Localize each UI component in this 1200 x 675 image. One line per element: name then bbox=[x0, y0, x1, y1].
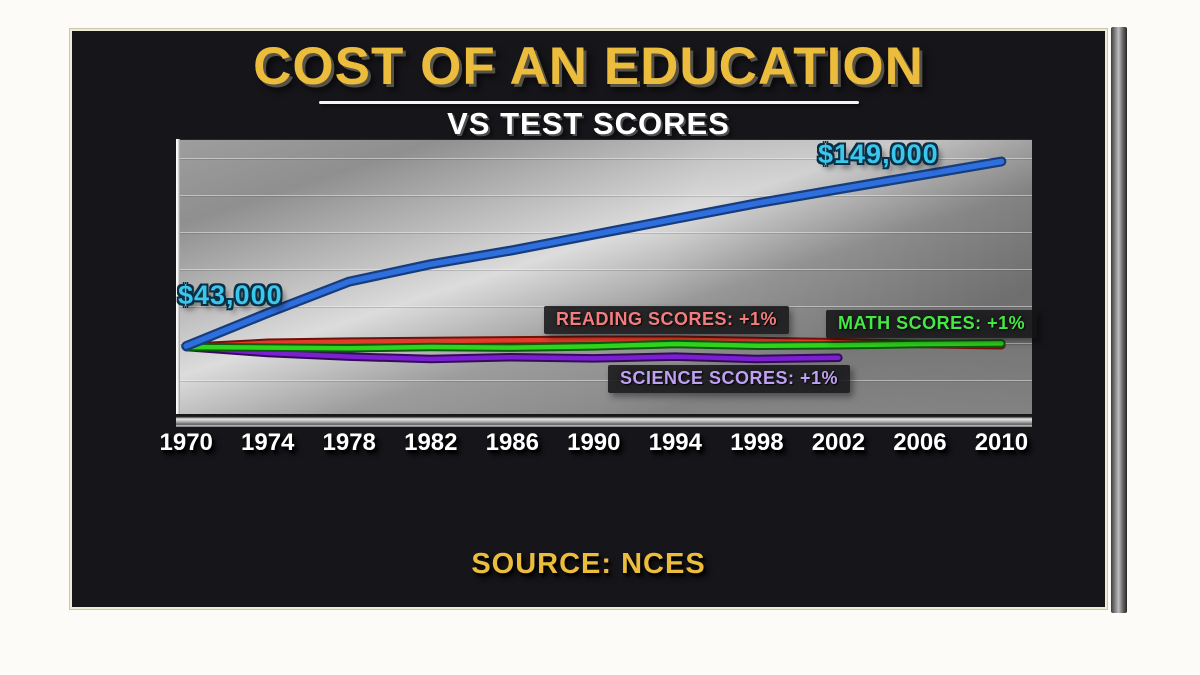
series-line-math-scores bbox=[183, 341, 1004, 351]
science-scores-label: SCIENCE SCORES: +1% bbox=[608, 365, 851, 393]
x-axis-year-label: 1970 bbox=[159, 429, 213, 456]
title-underline bbox=[318, 101, 859, 104]
plot-chrome-base bbox=[176, 414, 1032, 427]
x-axis-year-label: 2006 bbox=[893, 429, 947, 456]
x-axis-year-label: 1990 bbox=[567, 429, 621, 456]
chart-area: $43,000 $149,000 READING SCORES: +1% MAT… bbox=[176, 139, 1038, 427]
page-subtitle: VS TEST SCORES bbox=[447, 106, 730, 141]
x-axis-year-label: 1974 bbox=[240, 429, 295, 456]
x-axis-labels: 1970 1974 1978 1982 1986 1990 1994 1998 2002 2006… bbox=[159, 429, 1032, 459]
x-axis-year-label: 1998 bbox=[730, 429, 784, 456]
math-scores-label: MATH SCORES: +1% bbox=[826, 310, 1038, 338]
series-line-cost-of-education bbox=[183, 158, 1005, 349]
cost-end-annotation: $149,000 bbox=[818, 139, 939, 169]
series-line-science-scores bbox=[183, 344, 841, 362]
source-credit: SOURCE: NCES bbox=[471, 548, 706, 580]
cost-start-annotation: $43,000 bbox=[178, 280, 283, 310]
x-axis-year-label: 1986 bbox=[485, 429, 539, 456]
chart-lines-svg bbox=[181, 156, 1007, 364]
plot-left-edge bbox=[176, 139, 180, 427]
x-axis-year-label: 1978 bbox=[322, 429, 376, 456]
page-edge-bar bbox=[1111, 27, 1127, 613]
x-axis-year-label: 1982 bbox=[404, 429, 458, 456]
x-axis-year-label: 1994 bbox=[648, 429, 702, 456]
x-axis-year-label: 2002 bbox=[811, 429, 866, 456]
chart-panel: COST OF AN EDUCATION VS TEST SCORES $43,… bbox=[70, 29, 1107, 609]
reading-scores-label: READING SCORES: +1% bbox=[544, 306, 790, 334]
page-title: COST OF AN EDUCATION bbox=[253, 37, 924, 96]
x-axis-year-label: 2010 bbox=[974, 429, 1029, 456]
